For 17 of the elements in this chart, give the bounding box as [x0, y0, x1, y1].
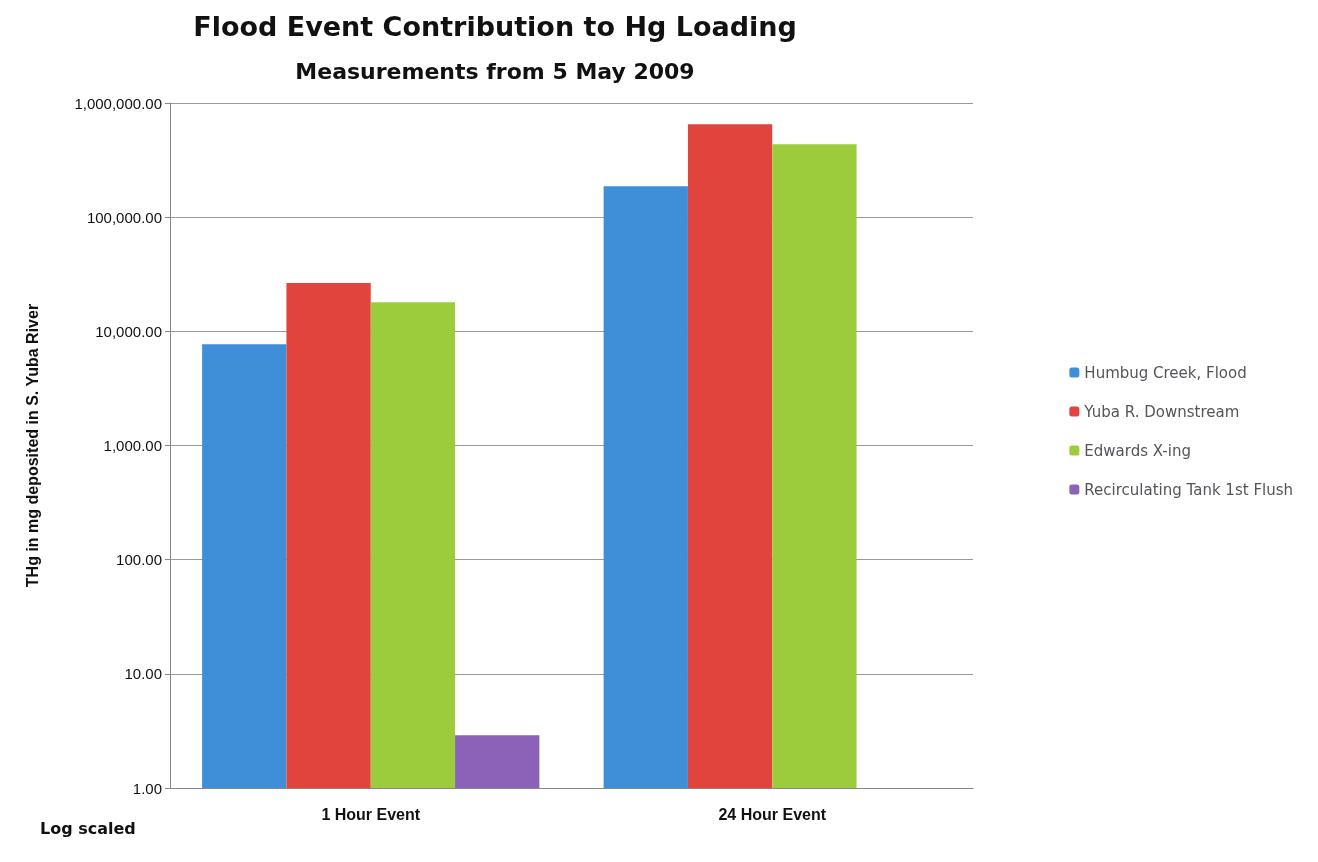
y-tick-label: 100.00 — [116, 551, 162, 569]
y-tick-label: 1.00 — [132, 779, 162, 797]
y-tick-label: 10,000.00 — [95, 322, 162, 340]
x-tick-label: 24 Hour Event — [718, 805, 827, 823]
legend-label: Edwards X-ing — [1084, 441, 1191, 460]
chart-subtitle: Measurements from 5 May 2009 — [295, 58, 695, 84]
y-tick-label: 1,000.00 — [103, 437, 162, 454]
legend-label: Humbug Creek, Flood — [1084, 363, 1247, 382]
y-tick-label: 1,000,000.00 — [74, 94, 162, 112]
y-tick-label: 100,000.00 — [86, 208, 162, 226]
legend-label: Recirculating Tank 1st Flush — [1084, 480, 1293, 499]
x-tick-label: 1 Hour Event — [321, 805, 421, 823]
y-axis-title: THg in mg deposited in S. Yuba River — [23, 303, 41, 588]
text: Log scaled — [40, 818, 136, 838]
legend-label: Yuba R. Downstream — [1083, 402, 1240, 421]
y-tick-label: 10.00 — [124, 665, 162, 683]
chart-title: Flood Event Contribution to Hg Loading — [193, 11, 797, 42]
